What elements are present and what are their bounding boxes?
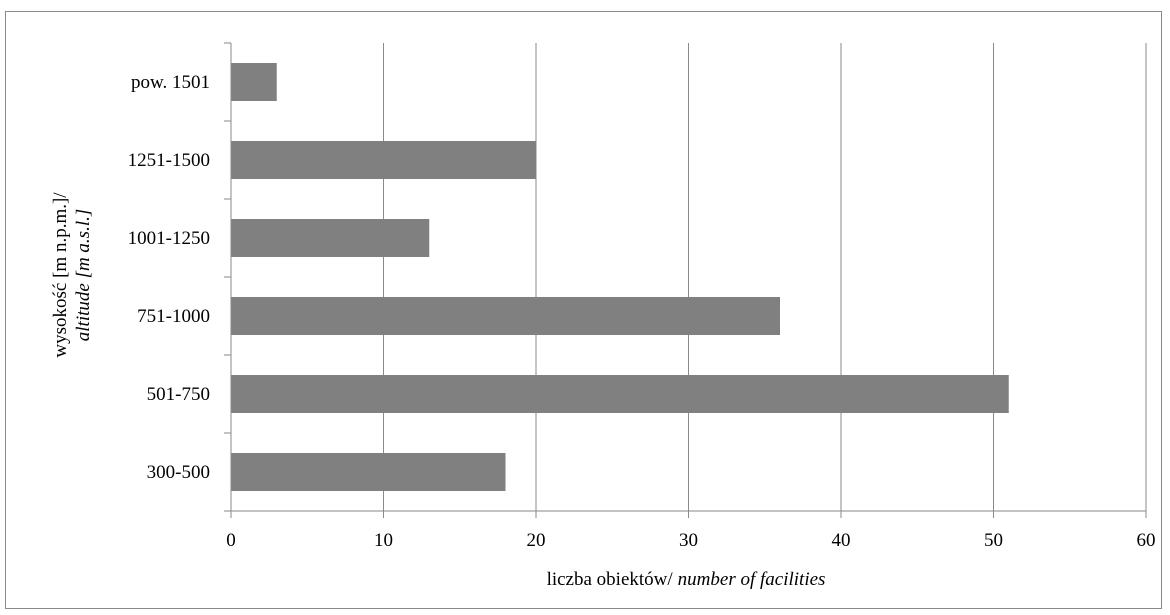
x-tick-label: 10 — [374, 530, 393, 551]
x-tick-label: 50 — [984, 530, 1003, 551]
bar-pow-1501 — [231, 63, 277, 101]
y-tick-label: 751-1000 — [137, 306, 210, 327]
bar-300-500 — [231, 453, 506, 491]
y-axis-title: wysokość [m n.p.m.]/ altitude [m a.s.l.] — [50, 192, 94, 358]
y-tick-label: pow. 1501 — [131, 72, 210, 93]
axes — [224, 42, 1147, 518]
y-tick-label: 501-750 — [147, 384, 210, 405]
x-tick-label: 20 — [527, 530, 546, 551]
gridlines — [383, 43, 1147, 511]
y-tick-label: 1251-1500 — [128, 150, 210, 171]
x-tick-label: 40 — [832, 530, 851, 551]
x-axis-title-italic: number of facilities — [678, 569, 826, 590]
x-axis-title-regular: liczba obiektów/ — [547, 569, 674, 590]
bars — [231, 63, 1009, 491]
x-tick-label: 0 — [226, 530, 236, 551]
y-axis-title-line2: altitude [m a.s.l.] — [73, 209, 94, 341]
bar-1251-1500 — [231, 141, 536, 179]
x-tick-label: 60 — [1137, 530, 1156, 551]
y-tick-label: 300-500 — [147, 462, 210, 483]
tick-labels: 0 10 20 30 40 50 60 300-500 501-750 751-1000 1001-… — [128, 72, 1156, 551]
bar-1001-1250 — [231, 219, 430, 257]
x-tick-label: 30 — [679, 530, 698, 551]
y-tick-label: 1001-1250 — [128, 228, 210, 249]
x-axis-title: liczba obiektów/number of facilities — [547, 569, 826, 590]
bar-751-1000 — [231, 297, 780, 335]
y-axis-title-line1: wysokość [m n.p.m.]/ — [50, 192, 71, 358]
bar-501-750 — [231, 375, 1009, 413]
